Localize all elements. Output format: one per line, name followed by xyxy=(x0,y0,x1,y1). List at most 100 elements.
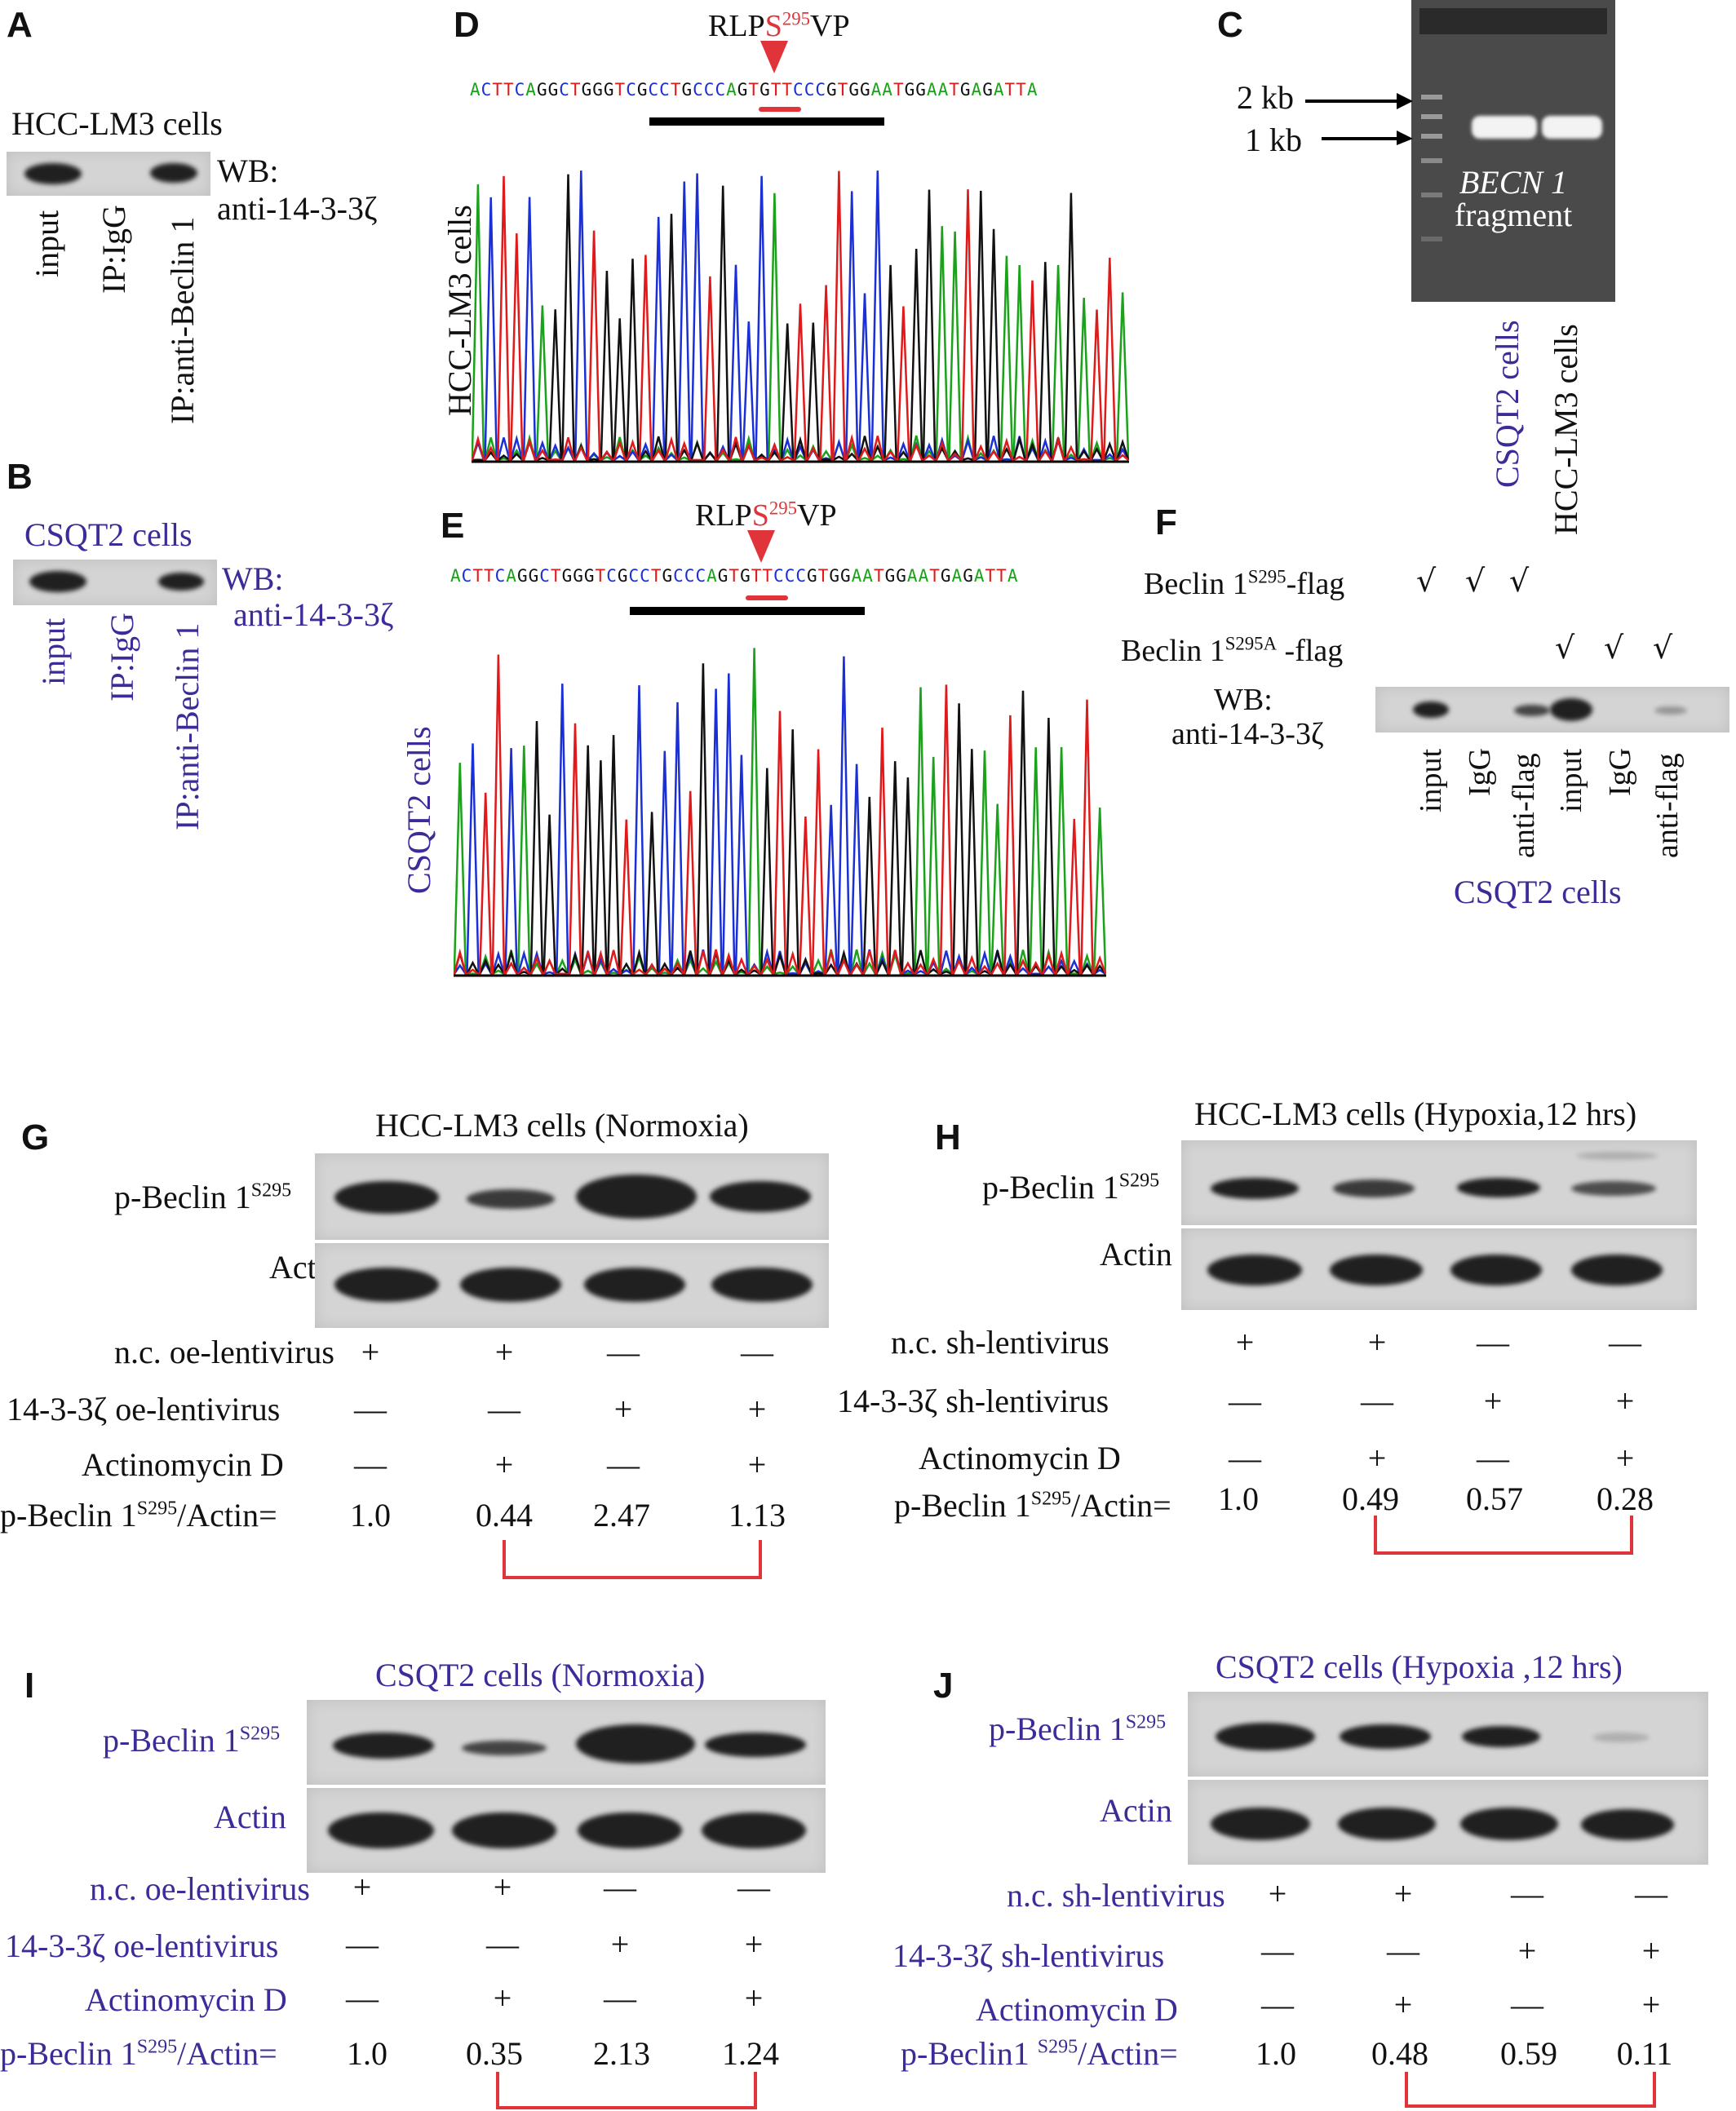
base-letter: G xyxy=(940,566,952,586)
western-blot xyxy=(1188,1780,1708,1865)
dna-sequence: ACTTCAGGCTGGGTCGCCTGCCCAGTGTTCCCGTGGAATG… xyxy=(450,566,1103,586)
antibody-label: anti-14-3-3ζ xyxy=(233,596,394,633)
base-letter: C xyxy=(693,80,704,100)
sign: + xyxy=(1393,1875,1413,1912)
row-label-suffix: -flag xyxy=(1286,567,1345,601)
base-letter: A xyxy=(1007,566,1019,586)
panel-title: CSQT2 cells xyxy=(24,516,193,553)
base-letter: A xyxy=(525,80,537,100)
sign: + xyxy=(1641,1986,1661,2023)
ratio-value: 1.0 xyxy=(350,1497,391,1533)
condition-label: n.c. sh-lentivirus xyxy=(891,1324,1109,1361)
ladder-band xyxy=(1421,237,1442,241)
blot-band xyxy=(711,1268,813,1302)
motif-text: RLP xyxy=(708,9,765,43)
antibody-label: anti-14-3-3ζ xyxy=(217,190,378,227)
underline-bar xyxy=(630,607,865,615)
motif-site-number: 295 xyxy=(768,498,798,519)
blot-band xyxy=(460,1268,561,1302)
ratio-label-sup: S295 xyxy=(136,1498,178,1520)
base-letter: G xyxy=(896,566,907,586)
sign: — xyxy=(1477,1324,1509,1361)
blot-label-text: p-Beclin 1 xyxy=(989,1710,1126,1747)
western-blot xyxy=(13,560,217,605)
base-letter: A xyxy=(926,80,938,100)
check-icon: √ xyxy=(1416,563,1437,599)
blot-label-text: p-Beclin 1 xyxy=(103,1722,240,1759)
base-letter: C xyxy=(795,566,807,586)
blot-band xyxy=(1576,1152,1658,1160)
sign: + xyxy=(610,1926,630,1963)
sign: + xyxy=(744,1980,764,2016)
base-letter: A xyxy=(993,80,1005,100)
blot-band xyxy=(1571,1181,1656,1196)
ratio-label-text: p-Beclin 1 xyxy=(0,1497,137,1533)
base-letter: A xyxy=(726,80,737,100)
blot-band xyxy=(576,1724,695,1764)
blot-band xyxy=(1330,1255,1423,1286)
ratio-value: 0.48 xyxy=(1371,2035,1428,2072)
sign: — xyxy=(1635,1875,1667,1912)
sign: — xyxy=(346,1926,379,1963)
base-letter: T xyxy=(817,566,830,586)
condition-label: n.c. oe-lentivirus xyxy=(114,1334,334,1370)
ratio-label-suffix: /Actin= xyxy=(177,2035,277,2072)
gel-band xyxy=(1472,116,1537,139)
western-blot xyxy=(307,1700,826,1785)
blot-band xyxy=(29,571,86,592)
check-icon: √ xyxy=(1509,563,1530,599)
base-letter: T xyxy=(782,80,794,100)
base-letter: G xyxy=(807,566,818,586)
base-letter: T xyxy=(670,80,682,100)
blot-band xyxy=(452,1812,556,1848)
western-blot xyxy=(307,1788,826,1873)
row-label-sup: S295A xyxy=(1224,633,1278,654)
base-letter: G xyxy=(636,80,649,100)
base-letter: G xyxy=(829,566,840,586)
motif-text: VP xyxy=(810,9,850,43)
base-letter: C xyxy=(539,566,551,586)
sign: + xyxy=(1483,1383,1503,1419)
western-blot xyxy=(1181,1228,1697,1310)
blot-band xyxy=(1571,1255,1663,1286)
base-letter: C xyxy=(559,80,570,100)
sign: — xyxy=(737,1869,770,1905)
panel-title: CSQT2 cells (Normoxia) xyxy=(375,1657,706,1693)
chromatogram xyxy=(454,648,1106,977)
sign: + xyxy=(494,1446,514,1483)
base-letter: C xyxy=(494,566,507,586)
base-letter: G xyxy=(528,566,540,586)
blot-label-sup: S295 xyxy=(1118,1170,1160,1192)
sign: — xyxy=(604,1980,636,2016)
ladder-band xyxy=(1421,95,1442,100)
sign: — xyxy=(1511,1875,1543,1912)
base-letter: G xyxy=(547,80,560,100)
base-letter: G xyxy=(904,80,916,100)
base-letter: C xyxy=(793,80,804,100)
lane-label: input xyxy=(29,210,65,277)
panel-title: HCC-LM3 cells xyxy=(11,105,223,142)
base-letter: C xyxy=(640,566,651,586)
blot-band xyxy=(1450,1255,1542,1286)
base-letter: C xyxy=(773,566,785,586)
base-letter: A xyxy=(450,566,462,586)
base-letter: T xyxy=(472,566,484,586)
base-letter: G xyxy=(592,80,604,100)
base-letter: A xyxy=(951,566,963,586)
blot-band xyxy=(150,163,197,183)
antibody-label: anti-14-3-3ζ xyxy=(1171,717,1324,751)
check-icon: √ xyxy=(1653,630,1673,666)
sign: + xyxy=(1367,1440,1387,1476)
ratio-label-text: p-Beclin 1 xyxy=(0,2035,137,2072)
blot-label-text: p-Beclin 1 xyxy=(114,1179,251,1215)
y-axis-label: CSQT2 cells xyxy=(401,726,437,894)
sign: — xyxy=(1261,1932,1294,1969)
blot-band xyxy=(328,1812,434,1848)
ratio-label-suffix: /Actin= xyxy=(1078,2035,1178,2072)
lane-label: IP:anti-Beclin 1 xyxy=(164,216,201,424)
sign: — xyxy=(1261,1986,1294,2023)
condition-label: 14-3-3ζ sh-lentivirus xyxy=(892,1937,1165,1974)
base-letter: G xyxy=(681,80,693,100)
blot-band xyxy=(1514,705,1550,716)
sign: + xyxy=(493,1869,512,1905)
